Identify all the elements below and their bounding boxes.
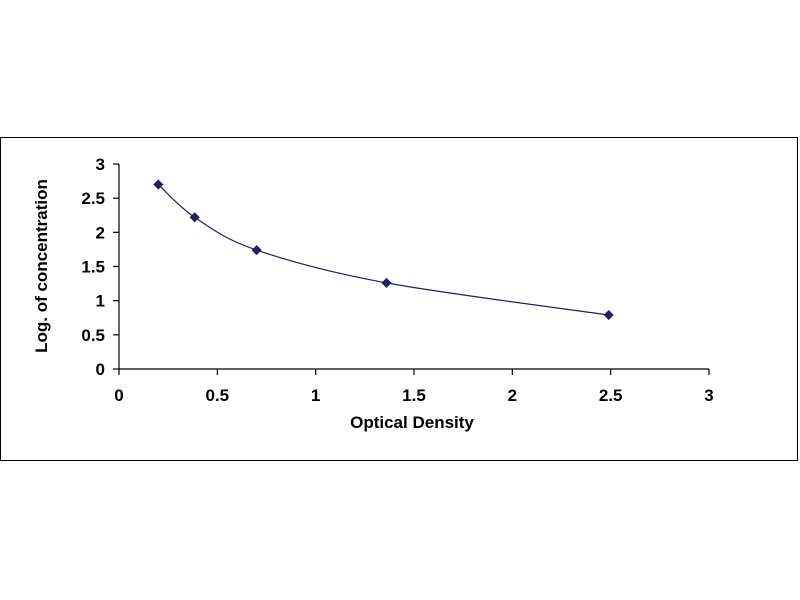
y-tick-label: 1 <box>96 292 105 311</box>
y-ticks: 0 0.5 1 1.5 2 2.5 3 <box>81 155 119 379</box>
data-point-diamond <box>153 179 164 190</box>
x-tick-label: 2 <box>508 386 517 405</box>
data-point-diamond <box>603 309 614 321</box>
y-tick-label: 2.5 <box>81 189 105 208</box>
data-point-diamond <box>251 245 262 256</box>
y-tick-label: 0.5 <box>81 326 105 345</box>
x-tick-label: 1.5 <box>402 386 426 405</box>
x-tick-label: 0.5 <box>206 386 230 405</box>
chart-svg: 0 0.5 1 1.5 2 2.5 3 0 0.5 1 1.5 2 2.5 3 Optical Dens… <box>32 155 714 432</box>
x-tick-label: 1 <box>311 386 320 405</box>
chart-frame: 0 0.5 1 1.5 2 2.5 3 0 0.5 1 1.5 2 2.5 3 Optical Dens… <box>0 137 798 461</box>
fitted-curve <box>157 184 609 316</box>
y-tick-label: 1.5 <box>81 258 105 277</box>
data-points <box>153 179 614 321</box>
y-tick-label: 3 <box>96 155 105 174</box>
x-tick-label: 2.5 <box>599 386 623 405</box>
y-axis-title: Log. of concentration <box>32 179 51 353</box>
x-ticks: 0 0.5 1 1.5 2 2.5 3 <box>114 369 714 405</box>
x-tick-label: 3 <box>704 386 713 405</box>
y-tick-label: 2 <box>96 223 105 242</box>
x-axis-title: Optical Density <box>350 413 474 432</box>
data-point-diamond <box>189 212 200 223</box>
plot-area: 0 0.5 1 1.5 2 2.5 3 0 0.5 1 1.5 2 2.5 3 <box>81 155 713 405</box>
x-tick-label: 0 <box>114 386 123 405</box>
y-tick-label: 0 <box>96 360 105 379</box>
data-point-diamond <box>381 277 392 288</box>
